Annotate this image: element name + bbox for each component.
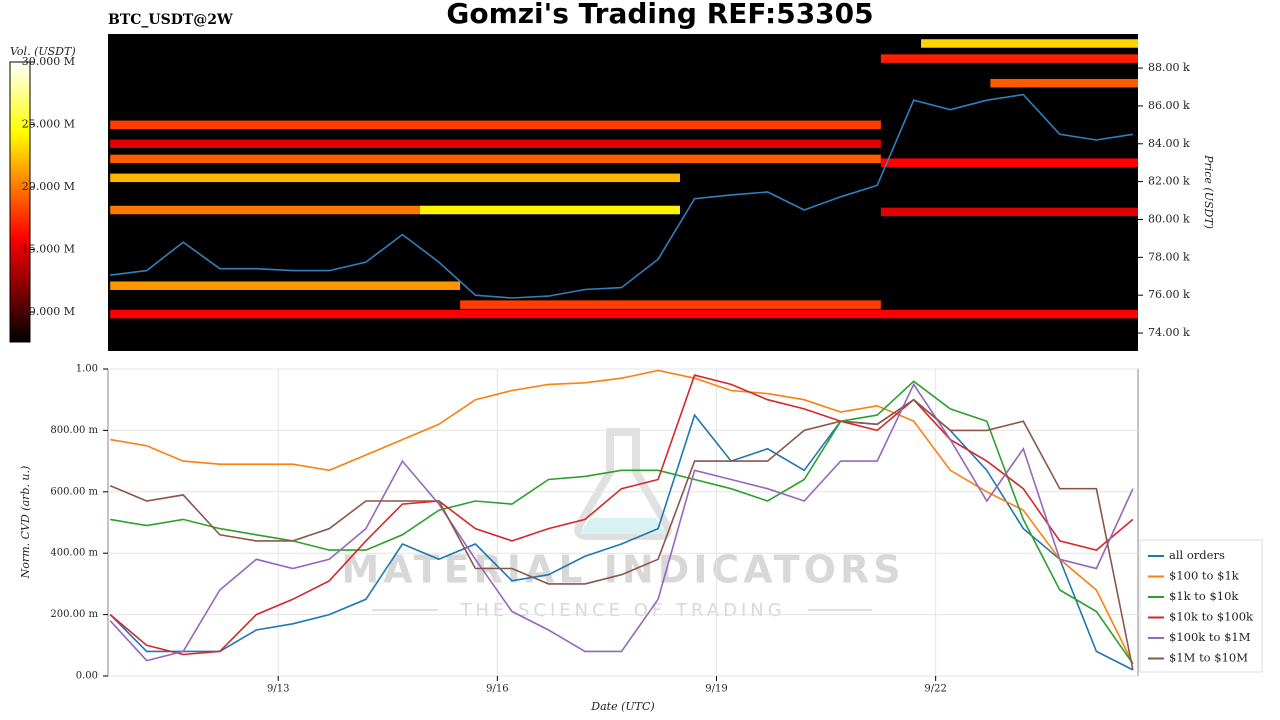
y-tick-label: 78.00 k: [1148, 250, 1190, 263]
legend-label: $100k to $1M: [1169, 630, 1251, 644]
watermark: MATERIAL INDICATORS: [341, 548, 904, 592]
colorbar-tick-label: 30.000 M: [22, 55, 75, 68]
liquidity-band: [110, 309, 1138, 319]
liquidity-band: [880, 54, 1138, 63]
y-tick-label: 88.00 k: [1148, 61, 1190, 74]
legend-label: $10k to $100k: [1169, 610, 1254, 624]
y-tick-label: 0.00: [76, 671, 98, 682]
liquidity-band: [990, 78, 1138, 88]
liquidity-band: [110, 173, 680, 183]
liquidity-band: [880, 158, 1138, 167]
y-tick-label: 82.00 k: [1148, 175, 1190, 188]
y-tick-label: 1.00: [76, 364, 98, 375]
cvd-line: [109, 398, 1134, 671]
y-tick-label: 400.00 m: [50, 548, 98, 559]
colorbar-tick-label: 10.000 M: [22, 305, 75, 318]
cvd-line: [109, 398, 1134, 671]
liquidity-band: [460, 300, 881, 309]
liquidity-band: [921, 39, 1138, 48]
heatmap-bg: [108, 34, 1138, 351]
legend-label: $1M to $10M: [1169, 651, 1248, 665]
chart-title: Gomzi's Trading REF:53305: [446, 0, 873, 30]
watermark-sub: THE SCIENCE OF TRADING: [459, 600, 785, 621]
liquidity-band: [110, 120, 881, 130]
y-tick-label: 80.00 k: [1148, 212, 1190, 225]
heatmap: [110, 39, 1138, 319]
y-tick-label: 800.00 m: [50, 425, 98, 436]
x-axis-label: Date (UTC): [590, 700, 654, 713]
x-tick-label: 9/22: [924, 684, 946, 695]
liquidity-band: [110, 205, 420, 215]
y-tick-label: 84.00 k: [1148, 137, 1190, 150]
subtitle: BTC_USDT@2W: [108, 12, 233, 28]
liquidity-band: [110, 154, 881, 164]
colorbar-label: Vol. (USDT): [10, 45, 76, 58]
cvd-line: [109, 382, 1134, 662]
legend-label: all orders: [1169, 548, 1225, 562]
x-tick-label: 9/13: [267, 684, 289, 695]
price-line: [110, 93, 1134, 299]
y-tick-label: 76.00 k: [1148, 288, 1190, 301]
x-tick-label: 9/19: [705, 684, 727, 695]
y-tick-label: 600.00 m: [50, 486, 98, 497]
legend-label: $1k to $10k: [1169, 589, 1239, 603]
y-tick-label: 86.00 k: [1148, 99, 1190, 112]
liquidity-band: [419, 205, 680, 215]
y-tick-label: 74.00 k: [1148, 326, 1190, 339]
colorbar: [9, 61, 31, 343]
y-axis-label: Norm. CVD (arb. u.): [19, 466, 32, 580]
y-axis-label: Price (USDT): [1202, 154, 1215, 229]
y-tick-label: 200.00 m: [50, 609, 98, 620]
colorbar-tick-label: 20.000 M: [22, 180, 75, 193]
liquidity-band: [880, 207, 1138, 217]
plot-area: [107, 368, 1139, 677]
cvd-line: [109, 374, 1134, 656]
cvd-line: [110, 380, 1134, 665]
colorbar-tick-label: 15.000 M: [22, 243, 75, 256]
liquidity-band: [110, 139, 881, 149]
watermark-icon: [372, 428, 872, 611]
colorbar-tick-label: 25.000 M: [22, 118, 75, 131]
liquidity-band: [110, 281, 461, 290]
legend-label: $100 to $1k: [1169, 569, 1240, 583]
legend: [1139, 539, 1263, 673]
x-tick-label: 9/16: [486, 684, 508, 695]
cvd-line: [110, 369, 1134, 665]
